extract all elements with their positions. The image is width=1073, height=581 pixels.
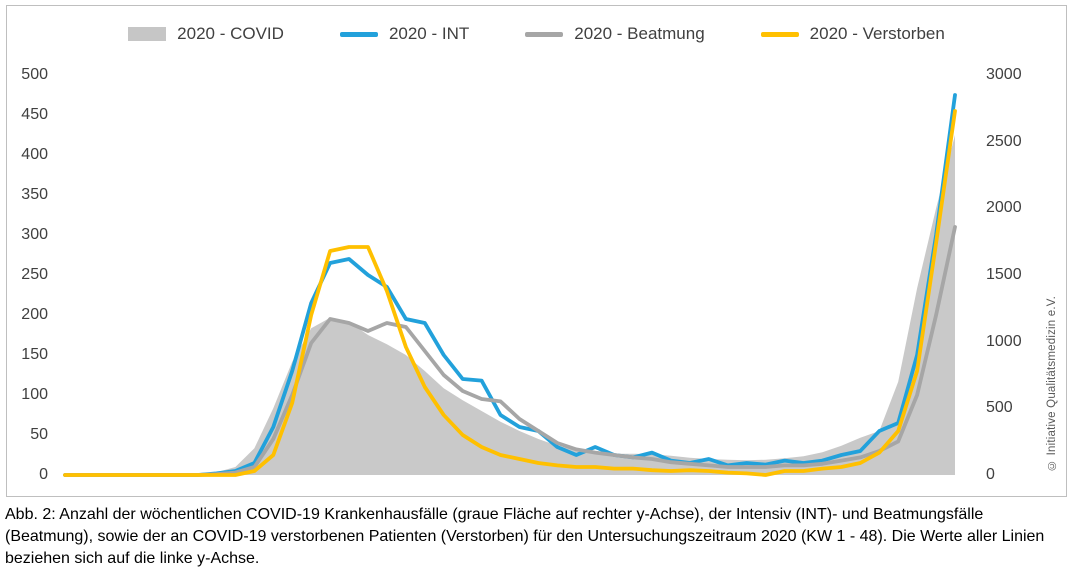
legend-label-beatmung: 2020 - Beatmung [574, 24, 705, 43]
left-axis-tick-label: 50 [30, 426, 48, 443]
legend-label-verstorben: 2020 - Verstorben [809, 24, 945, 43]
legend-label-covid: 2020 - COVID [177, 24, 284, 43]
legend-item-int: 2020 - INT [339, 24, 470, 44]
right-axis-tick-label: 1500 [986, 266, 1022, 283]
legend-swatch-int [339, 31, 378, 37]
left-axis-tick-label: 0 [39, 466, 48, 483]
left-axis-tick-label: 250 [21, 266, 48, 283]
legend-label-int: 2020 - INT [388, 24, 470, 43]
right-axis-tick-label: 500 [986, 399, 1013, 417]
left-axis-tick-label: 350 [21, 186, 48, 203]
legend-swatch-covid [128, 27, 167, 41]
figure-caption: Abb. 2: Anzahl der wöchentlichen COVID-1… [5, 506, 1045, 567]
left-axis-tick-label: 450 [21, 106, 48, 123]
chart-legend: 2020 - COVID 2020 - INT 2020 - Beatmung 202… [0, 24, 1073, 44]
legend-swatch-beatmung [525, 31, 564, 37]
left-axis-tick-label: 400 [21, 146, 48, 163]
left-axis-tick-label: 100 [21, 386, 48, 403]
right-axis-tick-label: 0 [986, 466, 995, 483]
right-axis-tick-label: 3000 [986, 66, 1022, 83]
left-axis-tick-label: 300 [21, 226, 48, 243]
legend-item-beatmung: 2020 - Beatmung [525, 24, 705, 44]
left-axis-tick-label: 500 [21, 66, 48, 83]
left-axis-tick-label: 150 [21, 346, 48, 363]
legend-item-covid: 2020 - COVID [128, 24, 284, 44]
copyright-vertical-text: © Initiative Qualitätsmedizin e.V. [1046, 296, 1058, 471]
right-axis-tick-label: 2500 [986, 132, 1022, 150]
right-axis-tick-label: 1000 [986, 332, 1022, 350]
legend-swatch-verstorben [760, 31, 799, 37]
left-axis-tick-label: 200 [21, 306, 48, 323]
legend-item-verstorben: 2020 - Verstorben [760, 24, 945, 44]
chart-frame [6, 5, 1067, 497]
right-axis-tick-label: 2000 [986, 199, 1022, 217]
